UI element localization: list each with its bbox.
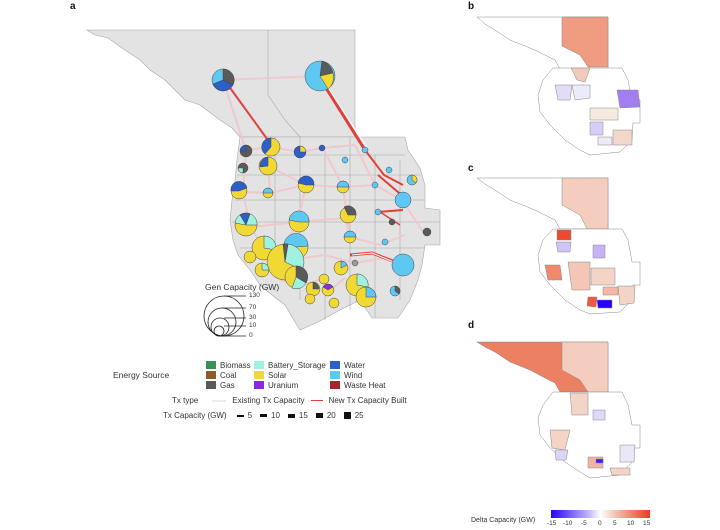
- gen-tick-130: 130: [249, 292, 260, 299]
- legend-item-uranium: Uranium: [254, 380, 326, 390]
- generation-pies: [211, 60, 432, 309]
- waste-heat-swatch: [330, 381, 340, 389]
- tx-width-20-swatch: [315, 413, 323, 418]
- tx-capacity-legend: Tx Capacity (GW) 5 10 15 20 25: [163, 411, 364, 420]
- panel-label-a: a: [70, 1, 76, 12]
- legend-item-coal: Coal: [206, 370, 251, 380]
- panel-b-map: [476, 16, 641, 156]
- legend-item-solar: Solar: [254, 370, 326, 380]
- wind-swatch: [330, 371, 340, 379]
- coal-swatch: [206, 371, 216, 379]
- delta-capacity-title: Delta Capacity (GW): [471, 517, 536, 524]
- biomass-swatch: [206, 361, 216, 369]
- uranium-swatch: [254, 381, 264, 389]
- existing-tx-label: Existing Tx Capacity: [232, 396, 305, 405]
- gas-swatch: [206, 381, 216, 389]
- legend-item-waste-heat: Waste Heat: [330, 380, 386, 390]
- delta-tick-neg5: -5: [581, 520, 587, 527]
- panel-c-map: [476, 177, 641, 315]
- existing-tx-swatch: [212, 399, 227, 402]
- delta-tick-0: 0: [598, 520, 602, 527]
- delta-tick-5: 5: [613, 520, 617, 527]
- energy-source-col-2: Battery_Storage Solar Uranium: [254, 360, 326, 390]
- tx-capacity-title: Tx Capacity (GW): [163, 411, 227, 420]
- solar-swatch: [254, 371, 264, 379]
- battery-storage-swatch: [254, 361, 264, 369]
- gen-tick-70: 70: [249, 304, 257, 311]
- panel-d-map: [476, 341, 641, 479]
- panel-label-b: b: [468, 1, 475, 12]
- energy-source-col-1: Biomass Coal Gas: [206, 360, 251, 390]
- water-swatch: [330, 361, 340, 369]
- legend-item-wind: Wind: [330, 370, 386, 380]
- tx-type-title: Tx type: [172, 396, 199, 405]
- gen-tick-30: 30: [249, 314, 257, 321]
- tx-width-25-swatch: [343, 412, 351, 419]
- land-mass: [85, 29, 441, 331]
- delta-tick-neg15: -15: [547, 520, 557, 527]
- gen-tick-0: 0: [249, 332, 253, 339]
- panel-label-c: c: [468, 163, 474, 174]
- energy-source-title: Energy Source: [113, 370, 170, 380]
- legend-item-gas: Gas: [206, 380, 251, 390]
- delta-tick-neg10: -10: [563, 520, 573, 527]
- energy-source-col-3: Water Wind Waste Heat: [330, 360, 386, 390]
- new-tx-swatch: [310, 399, 323, 402]
- delta-capacity-colorbar: [551, 510, 650, 518]
- new-tx-label: New Tx Capacity Built: [328, 396, 407, 405]
- tx-width-5-swatch: [236, 414, 244, 417]
- legend-item-biomass: Biomass: [206, 360, 251, 370]
- gen-capacity-legend-circles: [203, 295, 246, 337]
- legend-item-water: Water: [330, 360, 386, 370]
- gen-capacity-title: Gen Capacity (GW): [205, 282, 280, 292]
- tx-width-10-swatch: [260, 414, 268, 417]
- tx-width-15-swatch: [287, 413, 295, 418]
- legend-item-battery-storage: Battery_Storage: [254, 360, 326, 370]
- delta-tick-10: 10: [627, 520, 635, 527]
- gen-tick-10: 10: [249, 322, 257, 329]
- tx-type-legend: Tx type Existing Tx Capacity New Tx Capa…: [172, 396, 407, 405]
- panel-label-d: d: [468, 320, 475, 331]
- delta-tick-15: 15: [643, 520, 651, 527]
